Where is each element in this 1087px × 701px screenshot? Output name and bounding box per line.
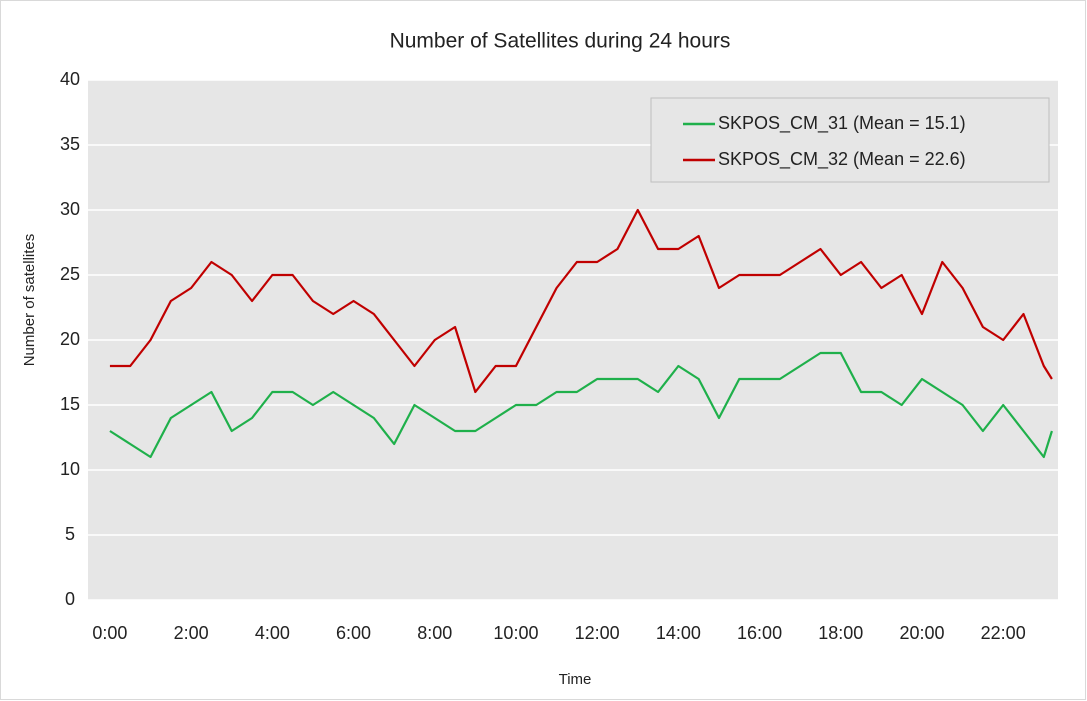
series-line [109,351,1053,459]
x-tick-label: 4:00 [255,623,290,643]
y-tick-label: 10 [60,459,80,479]
y-tick-label: 20 [60,329,80,349]
x-tick-label: 2:00 [174,623,209,643]
y-tick-label: 40 [60,69,80,89]
y-axis-label: Number of satellites [21,234,38,367]
chart-title: Number of Satellites during 24 hours [390,30,731,53]
y-tick-label: 5 [65,524,75,544]
x-tick-label: 12:00 [575,623,620,643]
y-tick-label: 15 [60,394,80,414]
x-tick-label: 14:00 [656,623,701,643]
x-tick-label: 18:00 [818,623,863,643]
x-tick-label: 22:00 [981,623,1026,643]
x-tick-label: 8:00 [417,623,452,643]
y-tick-label: 0 [65,589,75,609]
x-tick-label: 16:00 [737,623,782,643]
x-tick-label: 0:00 [92,623,127,643]
legend-label: SKPOS_CM_32 (Mean = 22.6) [718,149,966,170]
legend-box [650,97,1050,183]
y-tick-label: 25 [60,264,80,284]
legend-label: SKPOS_CM_31 (Mean = 15.1) [718,113,966,134]
series-line [109,208,1053,394]
y-tick-label: 35 [60,134,80,154]
x-tick-label: 10:00 [493,623,538,643]
y-tick-label: 30 [60,199,80,219]
x-tick-label: 20:00 [899,623,944,643]
x-axis-label: Time [559,671,592,688]
x-tick-label: 6:00 [336,623,371,643]
